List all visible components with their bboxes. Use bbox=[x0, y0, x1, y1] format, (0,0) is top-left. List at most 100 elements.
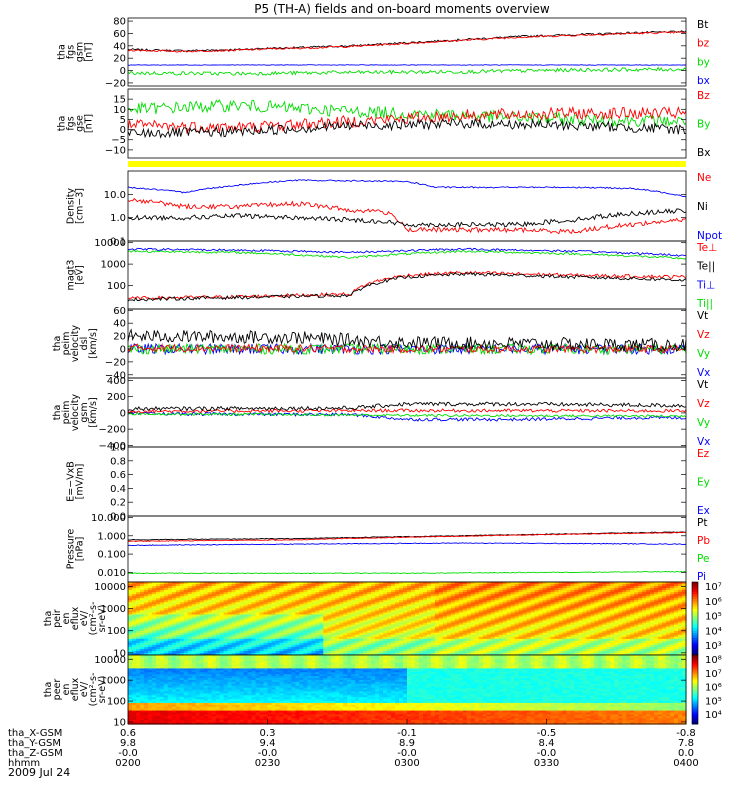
legend-item: by bbox=[697, 56, 710, 68]
series-Pe bbox=[128, 571, 686, 573]
tick-label: 100 bbox=[107, 626, 126, 637]
orbit-axis: tha_X-GSMtha_Y-GSMtha_Z-GSMhhmm0.69.8-0.… bbox=[8, 719, 699, 769]
tick-label: 10.0 bbox=[104, 190, 126, 201]
tick-label: 0 bbox=[120, 408, 126, 419]
legend-item: Pb bbox=[697, 535, 710, 547]
tick-label: 20 bbox=[113, 332, 126, 343]
axis-label: [cm−3] bbox=[75, 188, 86, 224]
legend-item: Ez bbox=[697, 448, 710, 460]
legend-item: Vz bbox=[697, 398, 710, 410]
tick-label: 1000 bbox=[101, 260, 126, 271]
colorbar-label: 10⁶ bbox=[705, 683, 722, 694]
series-bx bbox=[128, 65, 686, 66]
figure-title: P5 (TH-A) fields and on-board moments ov… bbox=[254, 2, 550, 16]
panel-10: 10⁸10⁷10⁶10⁵10⁴10000100010010thapeerenef… bbox=[43, 655, 722, 729]
tick-label: 60 bbox=[113, 29, 126, 40]
tick-label: 0 bbox=[120, 66, 126, 77]
tick-label: 10.000 bbox=[91, 513, 126, 524]
tick-label: 400 bbox=[107, 376, 126, 387]
tick-label: 100 bbox=[107, 697, 126, 708]
tick-label: 0.6 bbox=[110, 470, 126, 481]
time-tick: 0400 bbox=[673, 758, 698, 769]
tick-label: 40 bbox=[113, 319, 126, 330]
series-Te⊥ bbox=[128, 271, 686, 299]
series-Bt bbox=[128, 31, 686, 52]
axis-label: [km/s] bbox=[88, 328, 99, 358]
time-tick: 0200 bbox=[115, 758, 140, 769]
tick-label: 100 bbox=[107, 281, 126, 292]
colorbar-label: 10⁷ bbox=[705, 582, 722, 593]
series-Ni bbox=[128, 209, 686, 227]
axis-label: [km/s] bbox=[88, 397, 99, 427]
panel-6: VtVzVyVx4002000−200−400thapeimvelocitygs… bbox=[52, 376, 710, 452]
tick-label: 0.8 bbox=[110, 456, 126, 467]
colorbar-label: 10⁷ bbox=[705, 669, 722, 680]
legend-item: Ti|| bbox=[696, 298, 713, 310]
colorbar-label: 10⁴ bbox=[705, 710, 722, 721]
legend-item: Te|| bbox=[696, 261, 715, 273]
tick-label: 0 bbox=[120, 345, 126, 356]
legend-item: Vy bbox=[697, 417, 710, 429]
axis-label: [nPa] bbox=[75, 537, 86, 562]
tick-label: 10000 bbox=[94, 655, 126, 666]
legend-item: Vx bbox=[697, 436, 710, 448]
legend-item: Pe bbox=[697, 553, 709, 565]
legend-item: bz bbox=[697, 38, 710, 50]
tick-label: 20 bbox=[113, 54, 126, 65]
legend-item: Vt bbox=[697, 310, 708, 322]
tick-label: 0.100 bbox=[97, 550, 126, 561]
tick-label: 80 bbox=[113, 17, 126, 28]
tick-label: 40 bbox=[113, 41, 126, 52]
colorbar-label: 10⁸ bbox=[705, 655, 722, 666]
series-Npot bbox=[128, 180, 686, 197]
axis-label: sr-eV) bbox=[97, 605, 108, 633]
legend-item: Vx bbox=[697, 367, 710, 379]
colorbar-label: 10⁴ bbox=[705, 626, 722, 637]
axis-label: [eV] bbox=[75, 265, 86, 285]
axis-label: [nT] bbox=[84, 114, 95, 133]
panels: Btbzbybx806040200−20thafgsgsm[nT]BzByBx1… bbox=[43, 17, 722, 729]
legend-item: Ne bbox=[697, 172, 711, 184]
tick-label: 0.4 bbox=[110, 484, 126, 495]
tick-label: 10000 bbox=[94, 582, 126, 593]
tick-label: 200 bbox=[107, 392, 126, 403]
series-Pb bbox=[128, 532, 686, 541]
axis-label: sr-eV) bbox=[97, 676, 108, 704]
colorbar-label: 10⁵ bbox=[705, 612, 722, 623]
series-by bbox=[128, 68, 686, 76]
legend-item: Vy bbox=[697, 348, 710, 360]
legend-item: Ti⊥ bbox=[696, 279, 715, 291]
legend-item: Bz bbox=[697, 90, 710, 102]
legend-item: Pt bbox=[697, 517, 707, 529]
tick-label: 60 bbox=[113, 306, 126, 317]
panel-5: VtVzVyVx6040200−20−40thapeimvelocitydsl[… bbox=[52, 306, 710, 382]
panel-8: PtPbPePi10.0001.0000.1000.010Pressure[nP… bbox=[66, 513, 711, 583]
tick-label: −10 bbox=[105, 145, 126, 156]
colorbar-label: 10³ bbox=[705, 641, 722, 652]
colorbar: 10⁷ 10⁶ 10⁵ 10⁴ 10³ bbox=[692, 582, 722, 656]
time-tick: 0300 bbox=[394, 758, 419, 769]
tick-label: −20 bbox=[105, 357, 126, 368]
series-Pi bbox=[128, 543, 686, 546]
series-Bz bbox=[128, 107, 686, 132]
axis-label: [nT] bbox=[84, 42, 95, 61]
legend-item: Vz bbox=[697, 329, 710, 341]
time-tick: 0330 bbox=[534, 758, 559, 769]
colorbar-label: 10⁶ bbox=[705, 597, 722, 608]
legend-item: Te⊥ bbox=[696, 242, 717, 254]
legend-item: Bx bbox=[697, 147, 710, 159]
tick-label: 1.0 bbox=[110, 213, 126, 224]
legend-item: Ex bbox=[697, 505, 710, 517]
tick-label: 0.010 bbox=[97, 568, 126, 579]
time-tick: 0230 bbox=[255, 758, 280, 769]
tick-label: 0.2 bbox=[110, 498, 126, 509]
tick-label: 10 bbox=[113, 718, 126, 729]
tick-label: −200 bbox=[99, 425, 126, 436]
